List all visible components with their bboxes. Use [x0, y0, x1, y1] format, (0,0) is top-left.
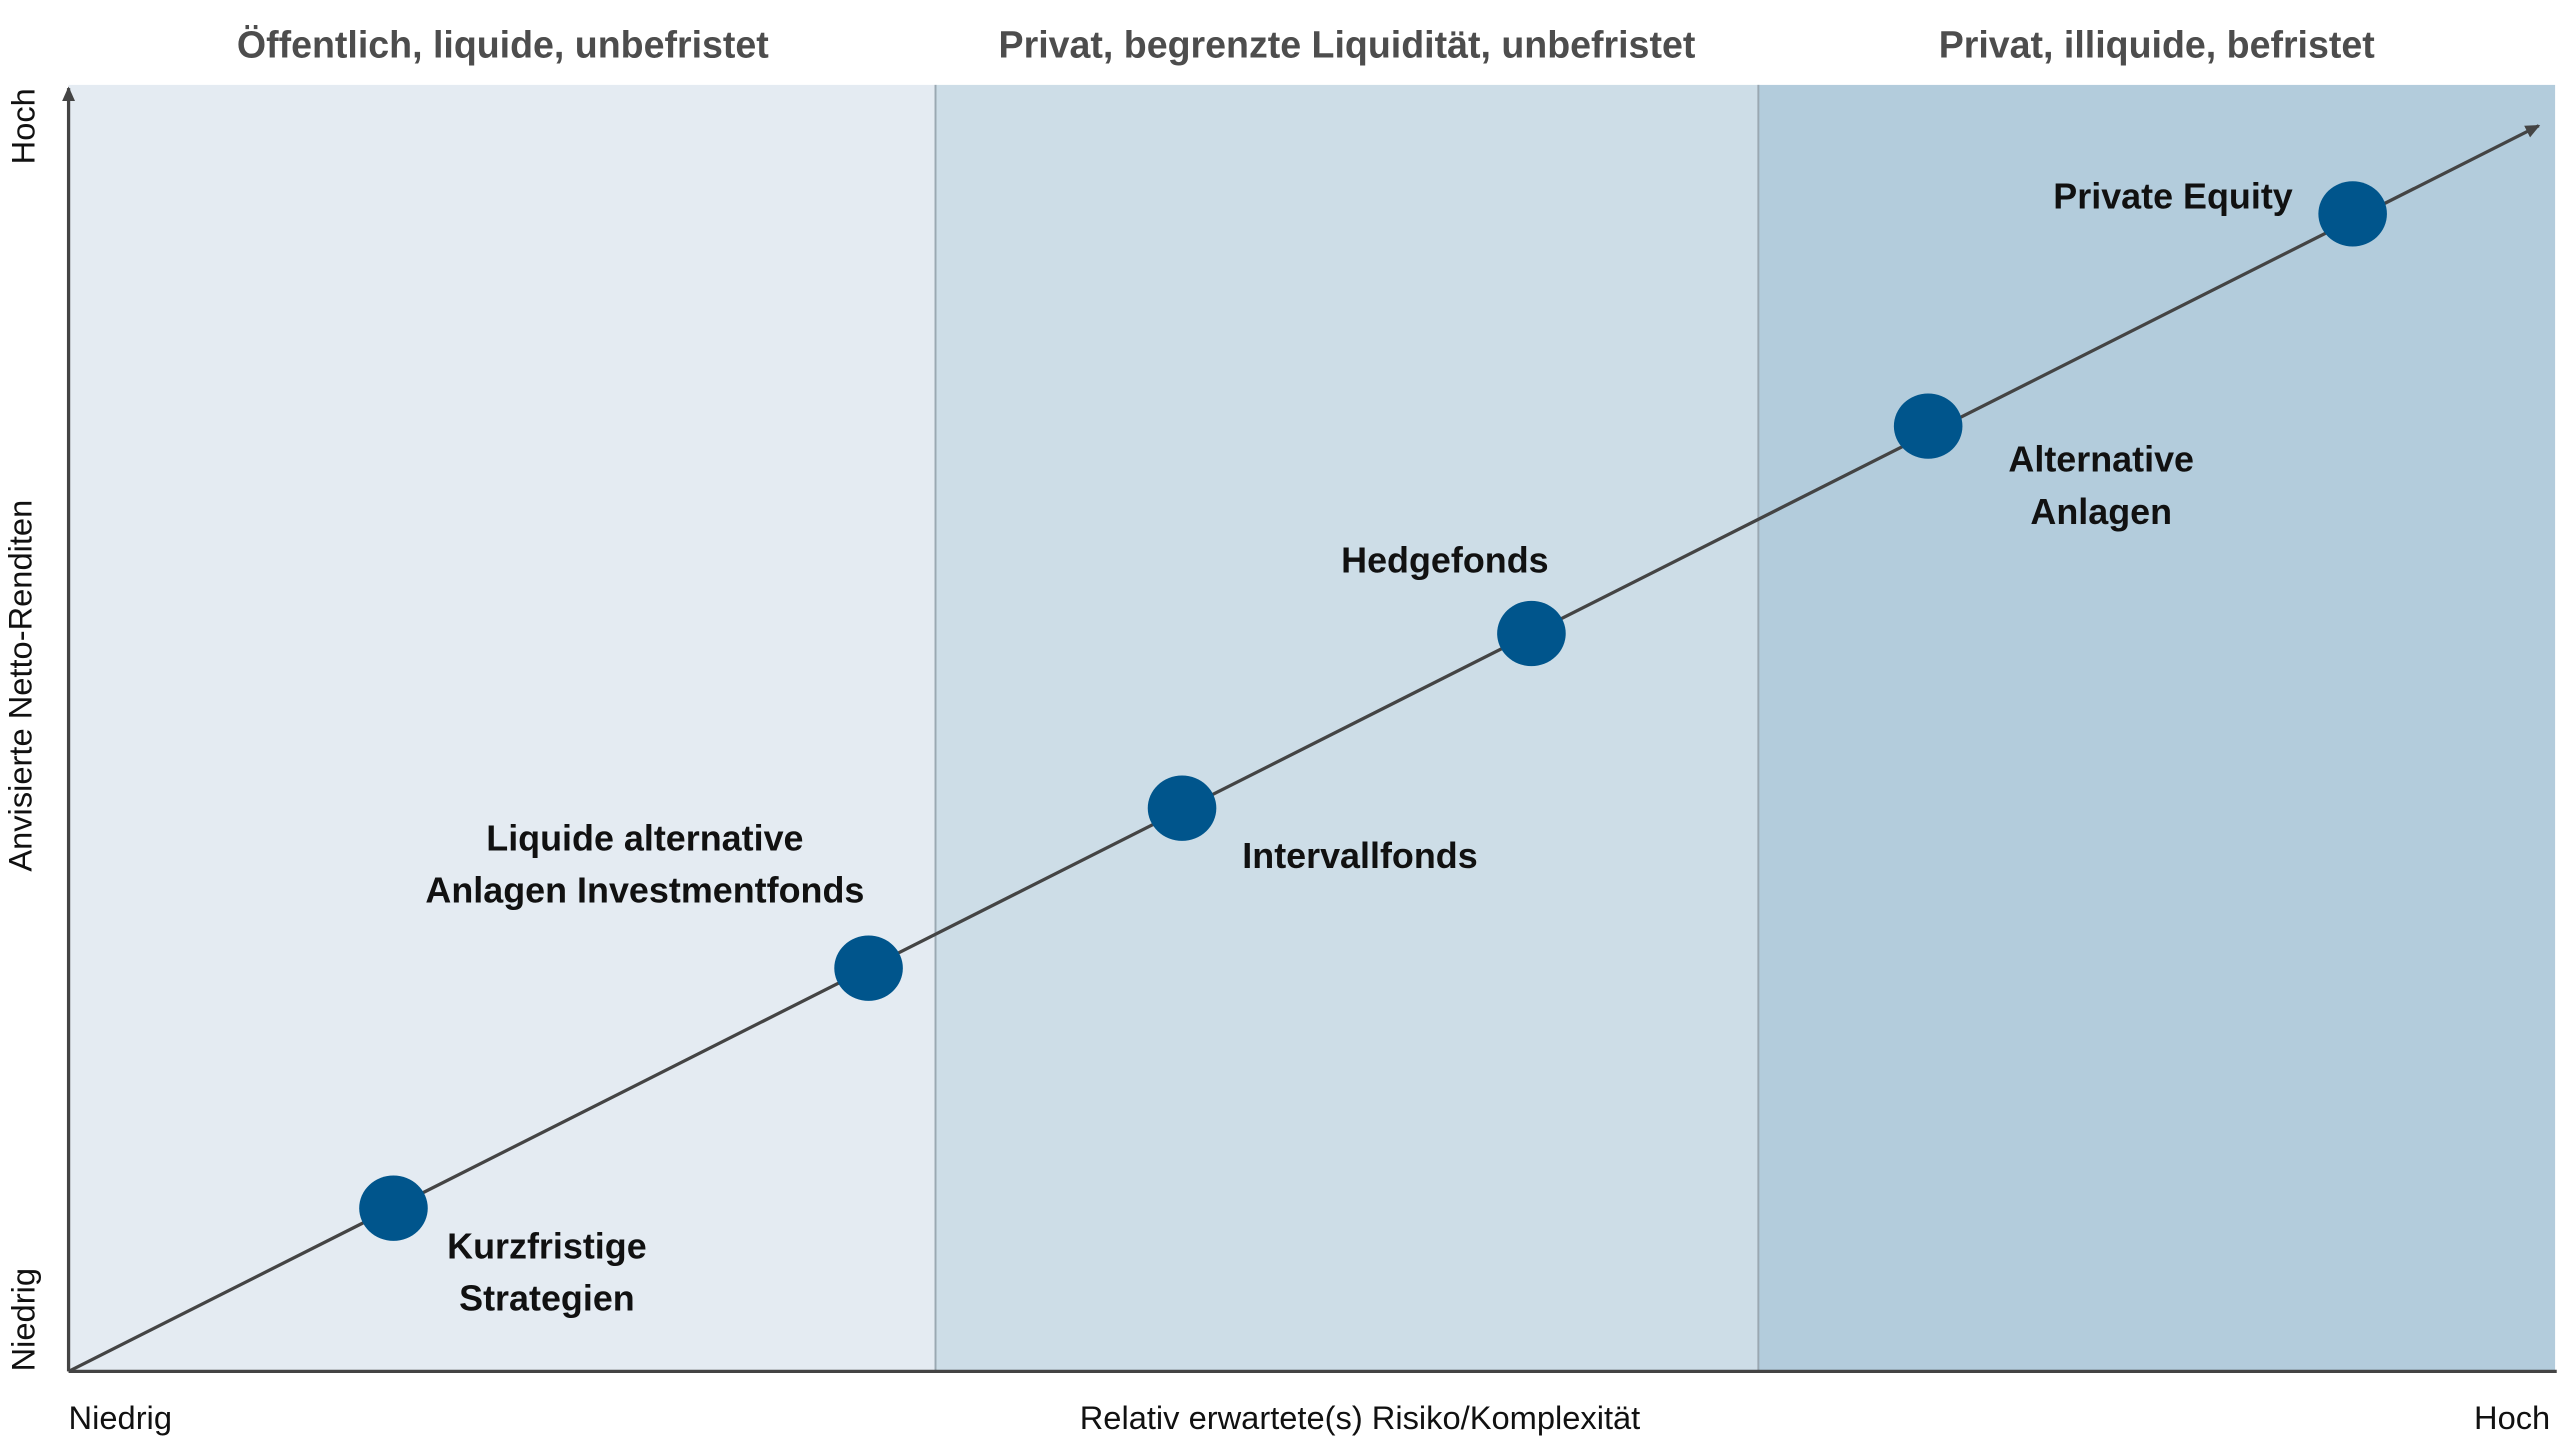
x-axis-low: Niedrig	[69, 1399, 172, 1436]
node-label: Anlagen Investmentfonds	[425, 870, 864, 911]
node-dot	[1497, 600, 1566, 667]
y-axis-title: Anvisierte Netto-Renditen	[1, 500, 38, 872]
node-label: Liquide alternative	[486, 817, 803, 858]
y-axis-high: Hoch	[5, 88, 42, 164]
node-dot	[1893, 393, 1963, 459]
node-label: Strategien	[459, 1278, 635, 1319]
trend-line	[67, 124, 2541, 1373]
x-axis-title: Relativ erwartete(s) Risiko/Komplexität	[1080, 1399, 1641, 1436]
node-label: Alternative	[2008, 439, 2194, 480]
node-dot	[834, 935, 903, 1001]
node-label: Private Equity	[2053, 176, 2292, 217]
zone-title: Privat, illiquide, befristet	[1939, 23, 2376, 65]
x-axis-high: Hoch	[2474, 1399, 2550, 1436]
node-label: Hedgefonds	[1341, 540, 1548, 581]
zone-title: Öffentlich, liquide, unbefristet	[237, 23, 769, 65]
zone-title: Privat, begrenzte Liquidität, unbefriste…	[999, 23, 1696, 65]
zone-background	[68, 84, 936, 1372]
node-label: Kurzfristige	[447, 1225, 647, 1266]
node-label: Anlagen	[2030, 491, 2172, 532]
zone-background	[1758, 84, 2556, 1372]
node-dot	[359, 1175, 428, 1241]
node-dot	[2318, 181, 2387, 247]
y-axis-low: Niedrig	[5, 1268, 42, 1371]
node-dot	[1147, 775, 1217, 841]
node-label: Intervallfonds	[1242, 835, 1477, 876]
